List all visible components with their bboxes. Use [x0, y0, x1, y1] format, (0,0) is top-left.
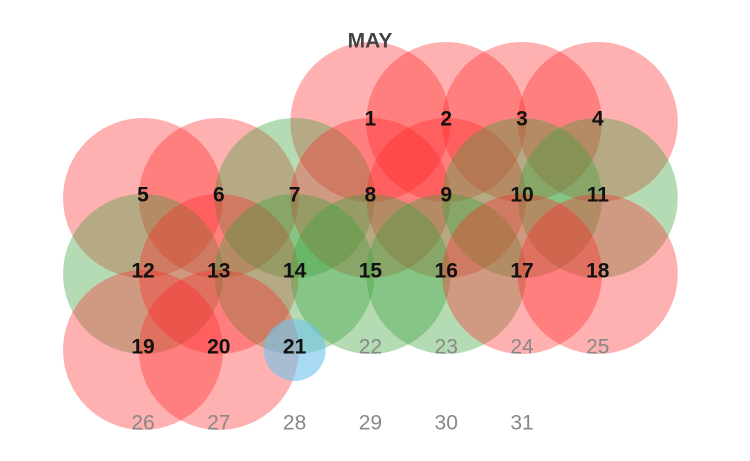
- day-circle: [63, 118, 223, 278]
- day-circle: [366, 42, 527, 202]
- day-circle: [442, 118, 602, 278]
- day-label: 25: [586, 336, 609, 359]
- day-circle: [517, 42, 678, 202]
- day-circle: [214, 118, 375, 278]
- circles: [63, 42, 678, 430]
- day-label: 8: [365, 184, 377, 207]
- day-label: 9: [440, 184, 452, 207]
- day-label: 5: [137, 184, 149, 207]
- day-label: 24: [510, 336, 534, 359]
- day-label: 15: [359, 260, 383, 283]
- day-label: 28: [283, 412, 306, 435]
- day-label: 19: [131, 336, 154, 359]
- day-label: 30: [435, 412, 458, 435]
- day-circle: [138, 194, 299, 354]
- day-label: 23: [435, 336, 458, 359]
- day-circle: [290, 194, 451, 354]
- day-circle: [138, 118, 299, 278]
- day-circle: [138, 270, 299, 430]
- day-label: 26: [131, 412, 154, 435]
- day-circle: [290, 118, 451, 278]
- day-circle: [517, 194, 678, 354]
- day-circle: [63, 194, 223, 354]
- day-circle: [63, 270, 223, 430]
- day-circle: [290, 42, 451, 202]
- day-label: 27: [207, 412, 230, 435]
- day-label: 22: [359, 336, 382, 359]
- day-label: 20: [207, 336, 230, 359]
- day-label: 29: [359, 412, 382, 435]
- day-label: 11: [587, 184, 610, 207]
- day-circle: [366, 194, 527, 354]
- day-label: 7: [289, 184, 301, 207]
- day-circle: [263, 319, 326, 381]
- day-circle: [517, 118, 678, 278]
- day-label: 16: [435, 260, 458, 283]
- day-label: 13: [207, 260, 230, 283]
- day-label: 31: [510, 412, 533, 435]
- day-label: 14: [283, 260, 307, 283]
- day-circle: [442, 42, 602, 202]
- day-label: 1: [365, 108, 377, 131]
- day-label: 18: [586, 260, 610, 283]
- day-circle: [442, 194, 602, 354]
- day-circle: [366, 118, 527, 278]
- day-label: 12: [131, 260, 154, 283]
- month-title: MAY: [348, 30, 393, 53]
- day-label: 3: [516, 108, 528, 131]
- day-label: 6: [213, 184, 225, 207]
- day-circle: [214, 194, 375, 354]
- day-label: 2: [440, 108, 452, 131]
- day-label: 4: [592, 108, 604, 131]
- day-label: 21: [283, 336, 307, 359]
- day-label: 17: [510, 260, 533, 283]
- day-label: 10: [510, 184, 533, 207]
